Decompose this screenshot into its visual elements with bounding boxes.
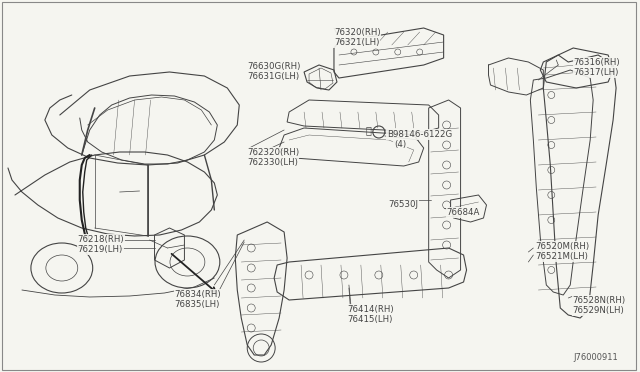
Text: 76415(LH): 76415(LH) (347, 315, 392, 324)
Text: 76528N(RH): 76528N(RH) (572, 296, 625, 305)
Text: 76219(LH): 76219(LH) (77, 245, 123, 254)
Text: 76218(RH): 76218(RH) (77, 235, 124, 244)
Text: 76316(RH): 76316(RH) (573, 58, 620, 67)
Text: 76631G(LH): 76631G(LH) (247, 72, 300, 81)
Text: 76529N(LH): 76529N(LH) (572, 306, 624, 315)
Text: Ⓑ: Ⓑ (366, 125, 372, 135)
Text: 76630G(RH): 76630G(RH) (247, 62, 301, 71)
Text: 76835(LH): 76835(LH) (175, 300, 220, 309)
Text: 76684A: 76684A (447, 208, 480, 217)
Text: B98146-6122G: B98146-6122G (387, 130, 452, 139)
Text: 76321(LH): 76321(LH) (334, 38, 380, 47)
Text: (4): (4) (394, 140, 406, 149)
Text: 76414(RH): 76414(RH) (347, 305, 394, 314)
Text: 76520M(RH): 76520M(RH) (535, 242, 589, 251)
Text: 76834(RH): 76834(RH) (175, 290, 221, 299)
Text: 76320(RH): 76320(RH) (334, 28, 381, 37)
Text: 76521M(LH): 76521M(LH) (535, 252, 588, 261)
Text: 762320(RH): 762320(RH) (247, 148, 300, 157)
Text: J76000911: J76000911 (573, 353, 618, 362)
Text: 762330(LH): 762330(LH) (247, 158, 298, 167)
Text: 76317(LH): 76317(LH) (573, 68, 619, 77)
Text: 76530J: 76530J (388, 200, 419, 209)
